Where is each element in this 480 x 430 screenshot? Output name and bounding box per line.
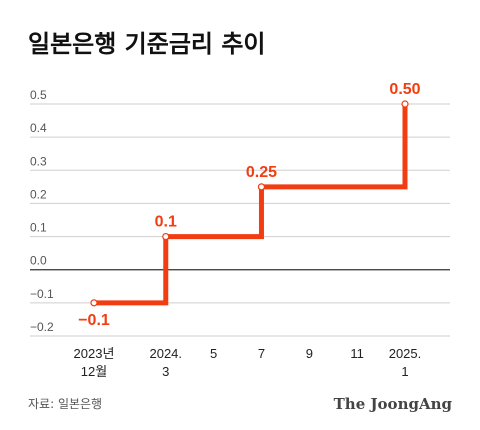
x-tick-label: 5 [210,346,217,361]
data-label: 0.50 [389,81,420,98]
y-tick-label: 0.4 [30,121,47,135]
y-tick-label: 0.2 [30,187,47,201]
data-point [401,100,409,108]
data-point [162,232,170,241]
chart-title: 일본은행 기준금리 추이 [28,30,266,58]
x-tick-label: 9 [306,346,313,361]
x-tick-sublabel: 1 [401,364,408,379]
data-label: −0.1 [78,312,110,329]
data-labels: −0.1 0.1 0.25 0.50 [78,81,420,329]
y-tick-label: −0.1 [30,287,54,301]
y-tick-label: 0.5 [30,88,47,102]
x-tick-sublabel: 3 [162,364,169,379]
x-axis-ticks: 2023년 12월 2024. 3 5 7 9 11 2025. 1 [74,346,422,379]
data-label: 0.25 [246,164,277,181]
x-tick-label: 2024. [149,346,182,361]
y-axis-ticks: 0.5 0.4 0.3 0.2 0.1 0.0 −0.1 −0.2 [30,88,54,334]
brand-logo: The JoongAng [334,395,453,413]
y-tick-label: 0.0 [30,254,47,268]
series-line [94,104,408,306]
y-tick-label: 0.1 [30,221,47,235]
y-tick-label: 0.3 [30,154,47,168]
x-tick-sublabel: 12월 [81,364,107,379]
x-tick-label: 2025. [389,346,422,361]
y-tick-label: −0.2 [30,320,54,334]
x-tick-label: 2023년 [74,346,115,361]
data-label: 0.1 [155,214,177,231]
x-tick-label: 11 [350,346,364,361]
data-point [90,299,98,307]
data-point [257,183,266,191]
series [90,100,409,307]
source-note: 자료: 일본은행 [28,396,102,411]
x-tick-label: 7 [258,346,265,361]
